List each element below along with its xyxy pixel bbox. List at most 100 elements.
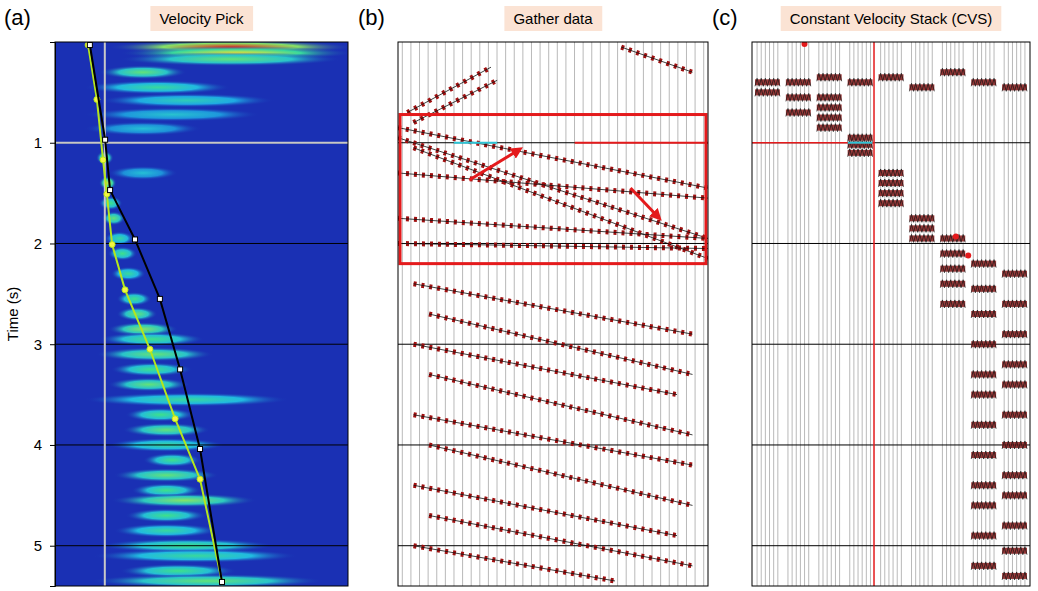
arrow [469,150,519,180]
axis-line [50,43,56,587]
stack-wiggle [817,93,842,101]
trace [928,42,929,586]
stack-wiggle [786,93,811,101]
trace [946,42,947,586]
pick-point [198,446,203,451]
stack-wiggle [1002,83,1027,91]
semblance-cell [125,508,207,522]
pick-point [219,579,225,585]
pick-point [178,367,183,372]
event [414,546,616,581]
cvs-background [752,42,1030,586]
semblance-cell [117,292,152,306]
stack-wiggle [879,169,904,177]
trace [660,42,661,586]
trace [600,42,601,586]
event [398,138,708,239]
pick-point [87,43,92,48]
trace [652,42,653,586]
mark-layer [398,47,708,581]
tick-label: 4 [34,436,42,453]
trace [932,42,933,586]
stack-wiggle [940,280,965,288]
plot-area [752,42,1030,586]
stack-wiggle [971,310,996,318]
stack-wiggle [940,300,965,308]
tick-label: 5 [34,537,42,554]
grid-layer [398,143,708,546]
pick-dot [965,253,971,259]
grid-line [752,142,1030,143]
trace [954,42,955,586]
grid-line [55,243,348,244]
tick: 4 [34,436,55,453]
pick-segment [575,142,708,144]
grid-line [398,444,708,445]
event-wiggle [414,148,709,259]
panel-label: (c) [712,5,738,30]
event [398,243,708,248]
stack-wiggle [1002,270,1027,278]
trace [540,42,541,586]
stack-wiggle [817,103,842,111]
grid-line [398,142,708,143]
panel: (b)Gather data [358,5,708,586]
trace [866,42,867,586]
stack-wiggle [1002,381,1027,389]
panel: (c) Constant Velocity Stack (CVS) [712,5,1030,586]
trace [1012,42,1013,586]
trace [849,42,850,586]
tick-label: 1 [34,134,42,151]
semblance-cell [111,267,146,281]
highlight-box [400,115,706,264]
pick-point [132,237,137,242]
stack-wiggle [971,370,996,378]
trace [787,42,788,586]
pick-line [88,45,222,582]
tick: 3 [34,336,55,353]
stack-wiggle [786,109,811,117]
stack-wiggle [971,532,996,540]
tick: 2 [34,235,55,252]
semblance-cell [108,166,178,180]
tick-label: 2 [34,235,42,252]
title-text: Constant Velocity Stack (CVS) [790,10,993,27]
trace [634,42,635,586]
tick-mark [50,546,55,547]
stack-wiggle [909,234,934,242]
event-wiggle [414,80,498,122]
trace [792,42,793,586]
semblance-cell [90,574,324,586]
trace [695,42,696,586]
stack-wiggle [940,250,965,258]
plot-frame [752,42,1030,586]
pick-point [109,241,115,247]
stack-wiggle [848,134,873,142]
event-wiggle [398,243,708,248]
stack-wiggle [940,68,965,76]
panel-title: Velocity Pick [150,6,253,31]
cursor-horizontal [752,142,874,144]
pick-point [147,346,153,352]
event [429,314,693,374]
trace [626,42,627,586]
pick-segment [848,142,873,144]
pick-point [108,188,113,193]
panel: 12345Time (s)(a)Velocity Pick [4,5,354,588]
stack-wiggle [1002,491,1027,499]
trace [1020,42,1021,586]
trace [796,42,797,586]
stack-wiggle [848,149,873,157]
event [414,284,693,334]
pick-point [157,296,162,301]
event [398,173,708,198]
trace [765,42,766,586]
title-text: Velocity Pick [159,10,244,27]
event-wiggle [398,218,708,238]
pick-dot [802,42,808,47]
stack-wiggle [909,214,934,222]
trace [773,42,774,586]
stack-wiggle [971,260,996,268]
trace [703,42,704,586]
trace [853,42,854,586]
